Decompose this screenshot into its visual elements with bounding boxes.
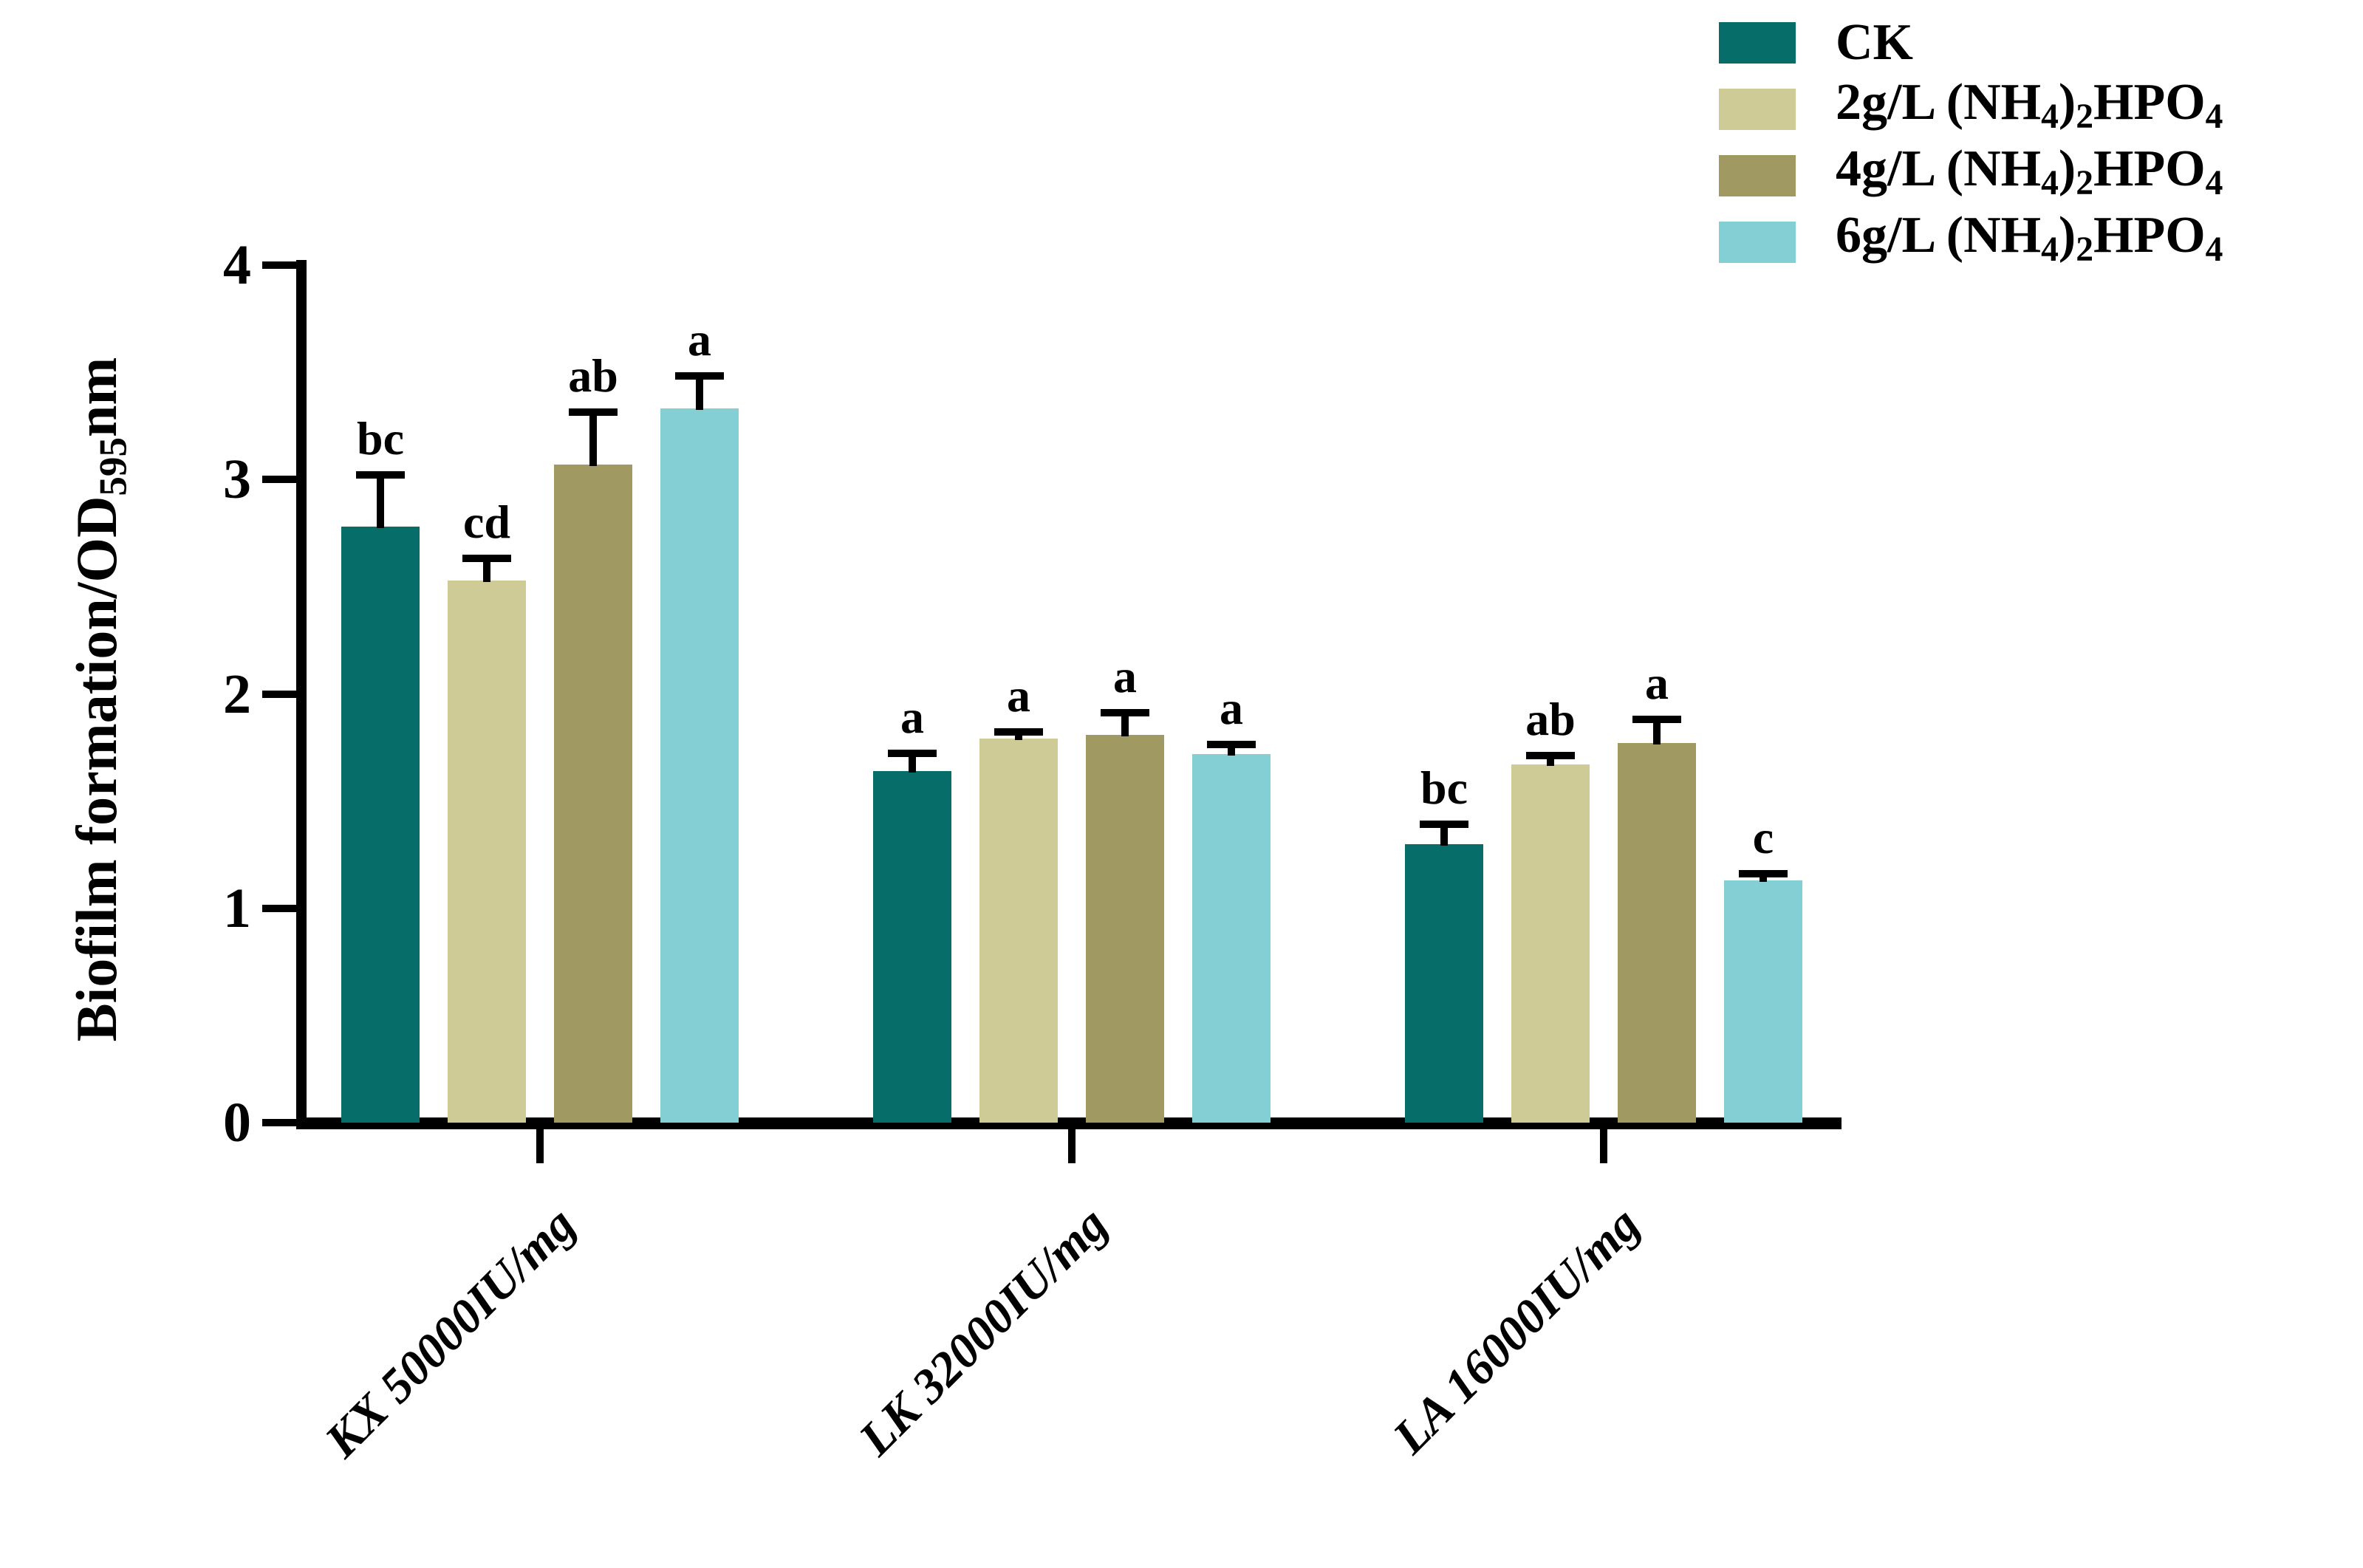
bar-ck bbox=[341, 527, 420, 1123]
significance-letter: a bbox=[1113, 649, 1137, 702]
legend-swatch-icon bbox=[1719, 22, 1796, 64]
significance-letter: bc bbox=[1420, 761, 1468, 814]
y-tick-label: 4 bbox=[223, 234, 251, 296]
error-bar-stem bbox=[377, 470, 384, 529]
bar-ck bbox=[1405, 843, 1483, 1123]
error-bar-cap bbox=[569, 408, 618, 417]
x-category-label: LA 16000IU/mg bbox=[1382, 1196, 1650, 1465]
legend: CK 2g/L (NH4)2HPO4 4g/L (NH4)2HPO4 6g/L (NH… bbox=[1719, 17, 2223, 287]
error-bar-cap bbox=[888, 749, 937, 757]
legend-label: CK bbox=[1836, 14, 1913, 71]
error-bar-cap bbox=[1632, 715, 1681, 723]
legend-row: CK bbox=[1719, 17, 2223, 69]
significance-letter: a bbox=[1220, 682, 1243, 735]
y-axis-line bbox=[296, 260, 307, 1129]
y-tick-label: 3 bbox=[223, 448, 251, 511]
legend-swatch-icon bbox=[1719, 155, 1796, 196]
error-bar-cap bbox=[675, 372, 724, 380]
y-tick-label: 2 bbox=[223, 663, 251, 725]
legend-row: 4g/L (NH4)2HPO4 bbox=[1719, 143, 2223, 202]
x-axis-tick bbox=[536, 1129, 544, 1163]
error-bar-stem bbox=[1121, 708, 1129, 736]
plot-area: bc cd ab a a a a a bc ab a c bbox=[301, 265, 1842, 1123]
error-bar-cap bbox=[1420, 820, 1468, 828]
legend-label: 4g/L (NH4)2HPO4 bbox=[1836, 140, 2223, 202]
bar-2g-l-nh4-2hpo4 bbox=[979, 739, 1058, 1123]
bar-2g-l-nh4-2hpo4 bbox=[448, 580, 526, 1123]
y-axis-tick bbox=[262, 261, 296, 269]
bar-2g-l-nh4-2hpo4 bbox=[1511, 764, 1590, 1123]
legend-label: 2g/L (NH4)2HPO4 bbox=[1836, 73, 2223, 136]
error-bar-cap bbox=[1207, 741, 1256, 749]
y-axis-tick bbox=[262, 690, 296, 698]
y-axis-tick bbox=[262, 1119, 296, 1126]
significance-letter: bc bbox=[357, 411, 404, 465]
y-tick-label: 1 bbox=[223, 877, 251, 939]
legend-row: 6g/L (NH4)2HPO4 bbox=[1719, 209, 2223, 268]
bar-6g-l-nh4-2hpo4 bbox=[1724, 880, 1802, 1123]
significance-letter: a bbox=[688, 313, 711, 366]
error-bar-cap bbox=[1526, 751, 1575, 759]
bar-6g-l-nh4-2hpo4 bbox=[1192, 753, 1271, 1123]
error-bar-stem bbox=[483, 554, 490, 582]
x-axis-tick bbox=[1068, 1129, 1076, 1163]
x-category-label: KX 50000IU/mg bbox=[315, 1196, 587, 1468]
significance-letter: a bbox=[1645, 656, 1669, 709]
error-bar-cap bbox=[356, 470, 405, 479]
y-tick-label: 0 bbox=[223, 1092, 251, 1154]
legend-label: 6g/L (NH4)2HPO4 bbox=[1836, 206, 2223, 269]
significance-letter: ab bbox=[568, 349, 618, 403]
bar-4g-l-nh4-2hpo4 bbox=[554, 464, 632, 1123]
significance-letter: ab bbox=[1525, 692, 1576, 745]
error-bar-cap bbox=[462, 554, 511, 562]
y-axis-title: Biofilm formation/OD595nm bbox=[64, 357, 135, 1042]
significance-letter: c bbox=[1752, 810, 1774, 863]
error-bar-cap bbox=[994, 727, 1043, 736]
error-bar-cap bbox=[1739, 869, 1788, 877]
error-bar-stem bbox=[909, 749, 916, 773]
significance-letter: a bbox=[900, 690, 924, 743]
error-bar-cap bbox=[1101, 708, 1149, 716]
y-axis-tick bbox=[262, 904, 296, 912]
error-bar-stem bbox=[589, 408, 597, 466]
error-bar-stem bbox=[1653, 715, 1661, 745]
x-category-label: LK 32000IU/mg bbox=[849, 1196, 1118, 1466]
error-bar-stem bbox=[696, 372, 703, 411]
bar-ck bbox=[873, 771, 951, 1123]
x-axis-tick bbox=[1600, 1129, 1607, 1163]
y-axis-tick bbox=[262, 476, 296, 484]
significance-letter: cd bbox=[463, 495, 510, 548]
significance-letter: a bbox=[1007, 668, 1030, 722]
bar-4g-l-nh4-2hpo4 bbox=[1086, 734, 1164, 1123]
bar-4g-l-nh4-2hpo4 bbox=[1618, 743, 1696, 1123]
legend-swatch-icon bbox=[1719, 89, 1796, 130]
legend-row: 2g/L (NH4)2HPO4 bbox=[1719, 76, 2223, 135]
legend-swatch-icon bbox=[1719, 222, 1796, 263]
error-bar-stem bbox=[1440, 820, 1448, 846]
bar-6g-l-nh4-2hpo4 bbox=[660, 408, 739, 1123]
